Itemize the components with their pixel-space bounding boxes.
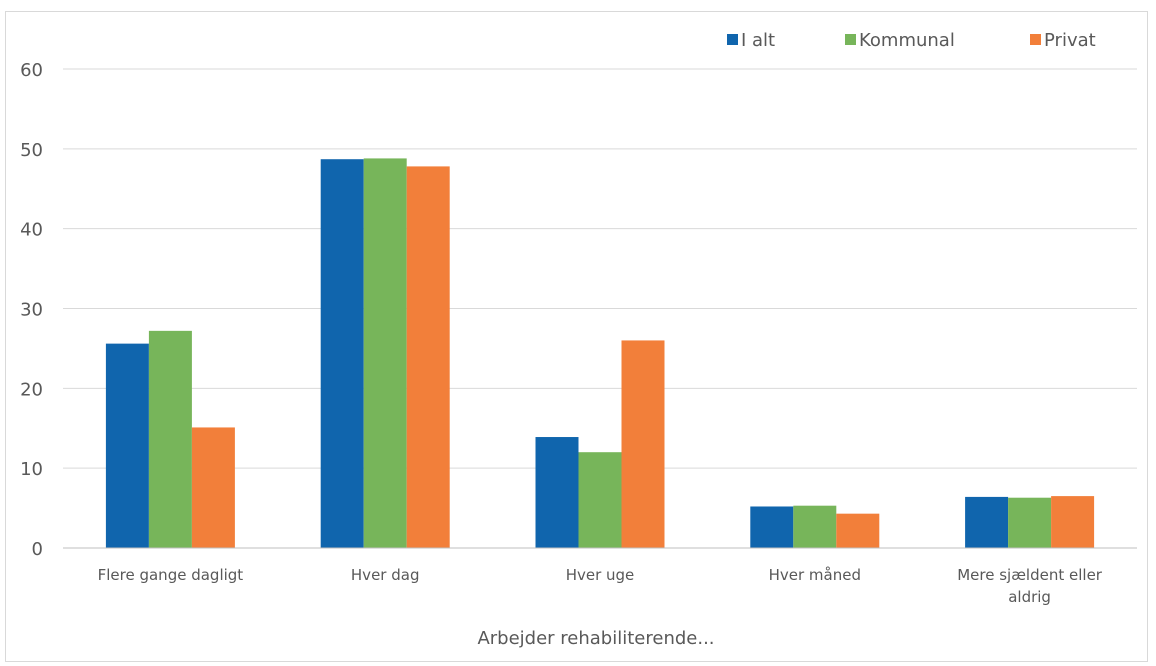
bar-kommunal [363,158,407,548]
legend: I alt Kommunal Privat [727,30,1096,51]
x-category-label: Hver dag [351,566,420,584]
y-tick-label: 30 [20,300,43,321]
legend-swatch [727,34,738,45]
bars [105,158,1095,548]
bar-i-alt [535,437,579,548]
legend-swatch [845,34,856,45]
legend-label: I alt [741,30,775,51]
x-category-label: Flere gange dagligt [98,566,244,584]
legend-label: Kommunal [859,30,955,51]
bar-privat [621,340,665,548]
bar-kommunal [1008,497,1052,548]
bar-kommunal [148,330,192,548]
bar-privat [406,166,450,548]
y-tick-label: 60 [20,60,43,81]
gridlines [63,68,1137,469]
bar-kommunal [578,452,622,548]
y-tick-label: 0 [32,539,43,560]
legend-swatch [1030,34,1041,45]
x-axis-title: Arbejder rehabiliterende... [477,628,714,649]
legend-label: Privat [1044,30,1096,51]
y-tick-label: 50 [20,140,43,161]
x-category-label: Hver måned [769,566,861,584]
x-category-label: aldrig [1008,588,1051,606]
bar-kommunal [793,505,837,548]
x-axis-categories: Flere gange dagligt Hver dag Hver uge Hver … [98,566,1103,606]
x-category-label: Hver uge [566,566,635,584]
bar-i-alt [965,496,1009,548]
bar-i-alt [320,159,364,548]
bar-privat [191,427,235,548]
x-category-label: Mere sjældent eller [957,566,1103,584]
y-axis-ticks: 0 10 20 30 40 50 60 [20,60,43,560]
y-tick-label: 10 [20,459,43,480]
bar-i-alt [105,343,149,548]
y-tick-label: 20 [20,379,43,400]
y-tick-label: 40 [20,220,43,241]
chart-frame [5,11,1148,662]
bar-i-alt [750,506,794,548]
bar-privat [836,513,880,548]
bar-privat [1051,496,1095,548]
